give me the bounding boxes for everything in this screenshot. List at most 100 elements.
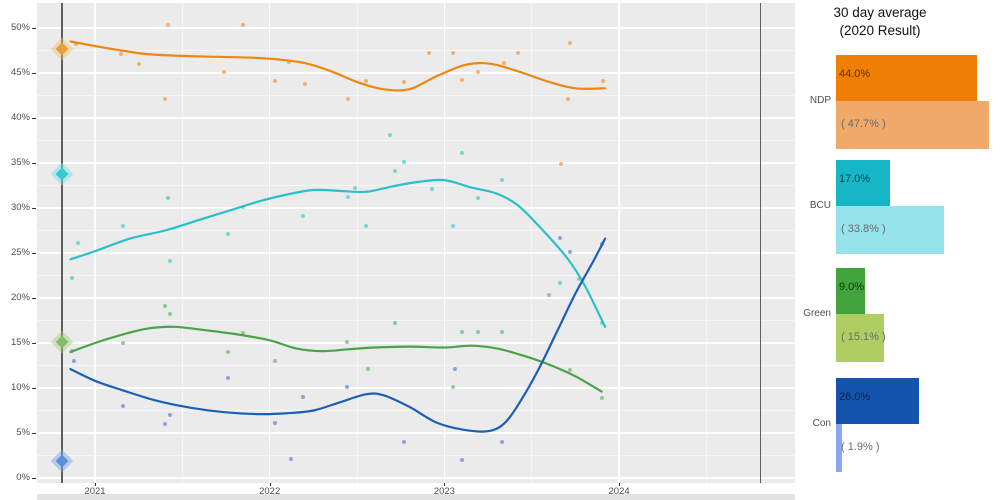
- poll-dot-bcu: [459, 151, 464, 156]
- y-tick-label: 45%: [10, 67, 30, 78]
- gridline-horizontal: [37, 162, 795, 164]
- trend-line-bcu: [69, 178, 607, 328]
- poll-dot-green: [162, 304, 167, 309]
- gridline-vertical-minor: [181, 3, 183, 483]
- gridline-horizontal-minor: [37, 365, 795, 366]
- party-label-green: Green: [803, 308, 831, 319]
- poll-dot-bcu: [346, 195, 351, 200]
- poll-dot-ndp: [559, 161, 564, 166]
- poll-dot-bcu: [75, 241, 80, 246]
- poll-dot-green: [599, 395, 604, 400]
- polling-trend-chart: [37, 3, 795, 483]
- gridline-horizontal: [37, 387, 795, 389]
- y-tick-mark: [32, 253, 36, 254]
- poll-dot-bcu: [557, 280, 562, 285]
- x-tick-label: 2022: [259, 486, 281, 497]
- poll-dot-bcu: [430, 187, 435, 192]
- poll-dot-con: [500, 440, 505, 444]
- poll-dot-con: [162, 422, 167, 426]
- avg-bar-con: [836, 378, 920, 424]
- poll-dot-con: [452, 367, 457, 372]
- poll-dot-bcu: [225, 232, 230, 237]
- y-tick-label: 0%: [16, 472, 30, 483]
- avg-bar-ndp: [836, 55, 977, 101]
- trend-line-con: [69, 237, 607, 433]
- result-bar-green: [836, 314, 885, 362]
- poll-dot-ndp: [222, 70, 227, 75]
- gridline-vertical: [618, 3, 620, 483]
- gridline-horizontal-minor: [37, 320, 795, 321]
- poll-dot-bcu: [451, 224, 456, 228]
- gridline-vertical-minor: [356, 3, 358, 483]
- poll-dot-ndp: [166, 23, 171, 28]
- gridline-horizontal: [37, 72, 795, 74]
- result-bar-label-ndp: ( 47.7% ): [841, 118, 886, 130]
- poll-dot-bcu: [388, 133, 393, 138]
- poll-dot-green: [344, 340, 349, 345]
- result-bar-label-bcu: ( 33.8% ): [841, 223, 886, 235]
- poll-dot-ndp: [241, 23, 246, 28]
- y-tick-label: 35%: [10, 157, 30, 168]
- election-date-line: [759, 3, 762, 483]
- result-bar-label-green: ( 15.1% ): [841, 331, 886, 343]
- x-tick-mark: [619, 483, 621, 486]
- gridline-horizontal: [37, 27, 795, 29]
- poll-dot-bcu: [475, 196, 480, 201]
- poll-dot-ndp: [119, 52, 124, 57]
- poll-dot-con: [225, 376, 230, 381]
- poll-dot-green: [547, 293, 552, 298]
- avg-bar-bcu: [836, 160, 891, 206]
- x-tick-label: 2024: [608, 486, 630, 497]
- poll-dot-green: [475, 330, 480, 335]
- poll-dot-ndp: [601, 79, 606, 84]
- y-tick-label: 50%: [10, 22, 30, 33]
- poll-dot-con: [272, 421, 277, 426]
- poll-dot-ndp: [302, 81, 307, 86]
- y-tick-label: 15%: [10, 337, 30, 348]
- poll-dot-ndp: [568, 41, 573, 46]
- y-tick-mark: [32, 208, 36, 209]
- poll-dot-green: [568, 368, 573, 372]
- poll-dot-green: [500, 330, 505, 335]
- avg-bar-label-green: 9.0%: [839, 281, 865, 293]
- avg-bar-label-con: 26.0%: [839, 391, 871, 403]
- poll-dot-con: [568, 250, 573, 255]
- poll-dot-ndp: [346, 97, 351, 102]
- gridline-horizontal: [37, 342, 795, 344]
- poll-dot-green: [272, 359, 277, 363]
- y-tick-mark: [32, 388, 36, 389]
- poll-dot-green: [393, 321, 398, 326]
- poll-dot-bcu: [300, 214, 305, 219]
- poll-dot-ndp: [402, 80, 407, 84]
- result-bar-con: [836, 424, 843, 472]
- poll-dot-bcu: [500, 178, 505, 183]
- gridline-horizontal: [37, 207, 795, 209]
- poll-dot-ndp: [426, 51, 431, 56]
- gridline-vertical-minor: [705, 3, 707, 483]
- gridline-horizontal: [37, 297, 795, 299]
- poll-dot-bcu: [120, 224, 125, 228]
- poll-dot-ndp: [73, 42, 78, 47]
- y-tick-label: 5%: [16, 427, 30, 438]
- gridline-vertical: [268, 3, 271, 483]
- side-title-line2: (2020 Result): [839, 22, 921, 38]
- trend-line-green: [69, 325, 603, 393]
- poll-dot-bcu: [70, 276, 75, 281]
- poll-dot-con: [300, 395, 305, 399]
- x-tick-mark: [444, 483, 446, 486]
- poll-dot-con: [168, 413, 173, 417]
- x-tick-label: 2023: [433, 486, 455, 497]
- gridline-horizontal-minor: [37, 50, 795, 51]
- poll-dot-ndp: [286, 60, 291, 65]
- poll-dot-green: [451, 385, 456, 390]
- side-panel-title: 30 day average (2020 Result): [780, 4, 980, 39]
- poll-dot-ndp: [501, 61, 506, 66]
- gridline-horizontal-minor: [37, 185, 795, 186]
- poll-dot-green: [168, 312, 173, 317]
- result-bar-label-con: ( 1.9% ): [841, 441, 880, 453]
- result-bar-bcu: [836, 206, 945, 254]
- poll-dot-ndp: [272, 79, 277, 84]
- party-label-bcu: BCU: [809, 200, 831, 211]
- side-bar-panel: 30 day average (2020 Result) 44.0% ( 47.7…: [795, 0, 1000, 500]
